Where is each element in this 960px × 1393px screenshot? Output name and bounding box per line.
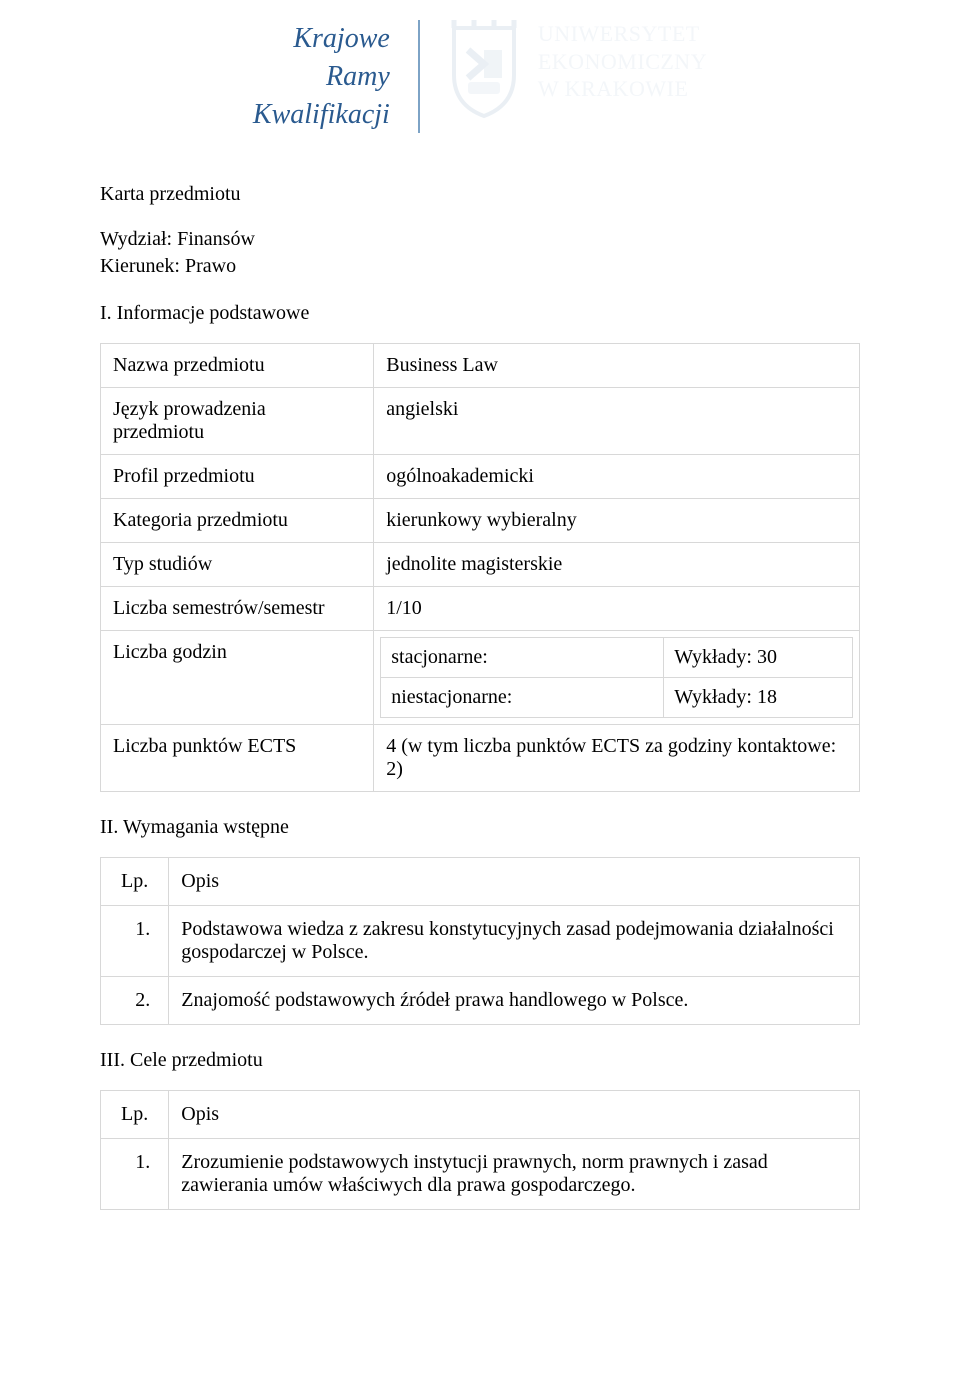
table-row: Nazwa przedmiotu Business Law (101, 344, 860, 388)
s3-row0-opis: Zrozumienie podstawowych instytucji praw… (169, 1139, 860, 1210)
table-row: Lp. Opis (101, 1091, 860, 1139)
karta-title: Karta przedmiotu (100, 183, 860, 206)
table-row: Liczba godzin stacjonarne: Wykłady: 30 n… (101, 631, 860, 725)
krk-line-3: Kwalifikacji (253, 96, 390, 134)
label-ects: Liczba punktów ECTS (101, 725, 374, 792)
hours-mode-1: niestacjonarne: (381, 678, 664, 718)
table-row: niestacjonarne: Wykłady: 18 (381, 678, 853, 718)
info-table: Nazwa przedmiotu Business Law Język prow… (100, 343, 860, 792)
value-profil: ogólnoakademicki (374, 455, 860, 499)
table-row: Kategoria przedmiotu kierunkowy wybieral… (101, 499, 860, 543)
hours-val-1: Wykłady: 18 (664, 678, 853, 718)
s2-row1-opis: Znajomość podstawowych źródeł prawa hand… (169, 977, 860, 1025)
label-typ: Typ studiów (101, 543, 374, 587)
wydzial-line: Wydział: Finansów (100, 228, 860, 251)
section-2-title: II. Wymagania wstępne (100, 816, 860, 839)
kierunek-line: Kierunek: Prawo (100, 255, 860, 278)
uek-line-2: EKONOMICZNY (538, 48, 707, 76)
krk-line-2: Ramy (253, 58, 390, 96)
label-nazwa: Nazwa przedmiotu (101, 344, 374, 388)
hours-val-0: Wykłady: 30 (664, 638, 853, 678)
header-logos: Krajowe Ramy Kwalifikacji UNIWERSYTET EK… (100, 20, 860, 133)
table-row: Język prowadzenia przedmiotu angielski (101, 388, 860, 455)
table-row: Lp. Opis (101, 858, 860, 906)
krk-logo: Krajowe Ramy Kwalifikacji (253, 20, 420, 133)
shield-icon (444, 20, 524, 120)
hours-inner-table: stacjonarne: Wykłady: 30 niestacjonarne:… (380, 637, 853, 718)
uek-line-1: UNIWERSYTET (538, 20, 707, 48)
krk-line-1: Krajowe (253, 20, 390, 58)
s3-row0-lp: 1. (101, 1139, 169, 1210)
label-semestr: Liczba semestrów/semestr (101, 587, 374, 631)
value-typ: jednolite magisterskie (374, 543, 860, 587)
value-kategoria: kierunkowy wybieralny (374, 499, 860, 543)
s2-row0-opis: Podstawowa wiedza z zakresu konstytucyjn… (169, 906, 860, 977)
uek-logo: UNIWERSYTET EKONOMICZNY W KRAKOWIE (420, 20, 707, 120)
section-3-title: III. Cele przedmiotu (100, 1049, 860, 1072)
hours-mode-0: stacjonarne: (381, 638, 664, 678)
label-kategoria: Kategoria przedmiotu (101, 499, 374, 543)
table-row: Typ studiów jednolite magisterskie (101, 543, 860, 587)
label-godzin: Liczba godzin (101, 631, 374, 725)
table-row: 1. Podstawowa wiedza z zakresu konstytuc… (101, 906, 860, 977)
s2-head-opis: Opis (169, 858, 860, 906)
value-jezyk: angielski (374, 388, 860, 455)
table-row: stacjonarne: Wykłady: 30 (381, 638, 853, 678)
table-row: Profil przedmiotu ogólnoakademicki (101, 455, 860, 499)
uek-text: UNIWERSYTET EKONOMICZNY W KRAKOWIE (538, 20, 707, 103)
s2-head-lp: Lp. (101, 858, 169, 906)
meta-block: Karta przedmiotu Wydział: Finansów Kieru… (100, 183, 860, 278)
section-2-table: Lp. Opis 1. Podstawowa wiedza z zakresu … (100, 857, 860, 1025)
s3-head-opis: Opis (169, 1091, 860, 1139)
value-ects: 4 (w tym liczba punktów ECTS za godziny … (374, 725, 860, 792)
uek-line-3: W KRAKOWIE (538, 75, 707, 103)
label-profil: Profil przedmiotu (101, 455, 374, 499)
s2-row1-lp: 2. (101, 977, 169, 1025)
label-jezyk: Język prowadzenia przedmiotu (101, 388, 374, 455)
section-1-title: I. Informacje podstawowe (100, 302, 860, 325)
s3-head-lp: Lp. (101, 1091, 169, 1139)
table-row: Liczba semestrów/semestr 1/10 (101, 587, 860, 631)
value-nazwa: Business Law (374, 344, 860, 388)
table-row: Liczba punktów ECTS 4 (w tym liczba punk… (101, 725, 860, 792)
value-semestr: 1/10 (374, 587, 860, 631)
table-row: 2. Znajomość podstawowych źródeł prawa h… (101, 977, 860, 1025)
table-row: 1. Zrozumienie podstawowych instytucji p… (101, 1139, 860, 1210)
section-3-table: Lp. Opis 1. Zrozumienie podstawowych ins… (100, 1090, 860, 1210)
s2-row0-lp: 1. (101, 906, 169, 977)
value-godzin: stacjonarne: Wykłady: 30 niestacjonarne:… (374, 631, 860, 725)
